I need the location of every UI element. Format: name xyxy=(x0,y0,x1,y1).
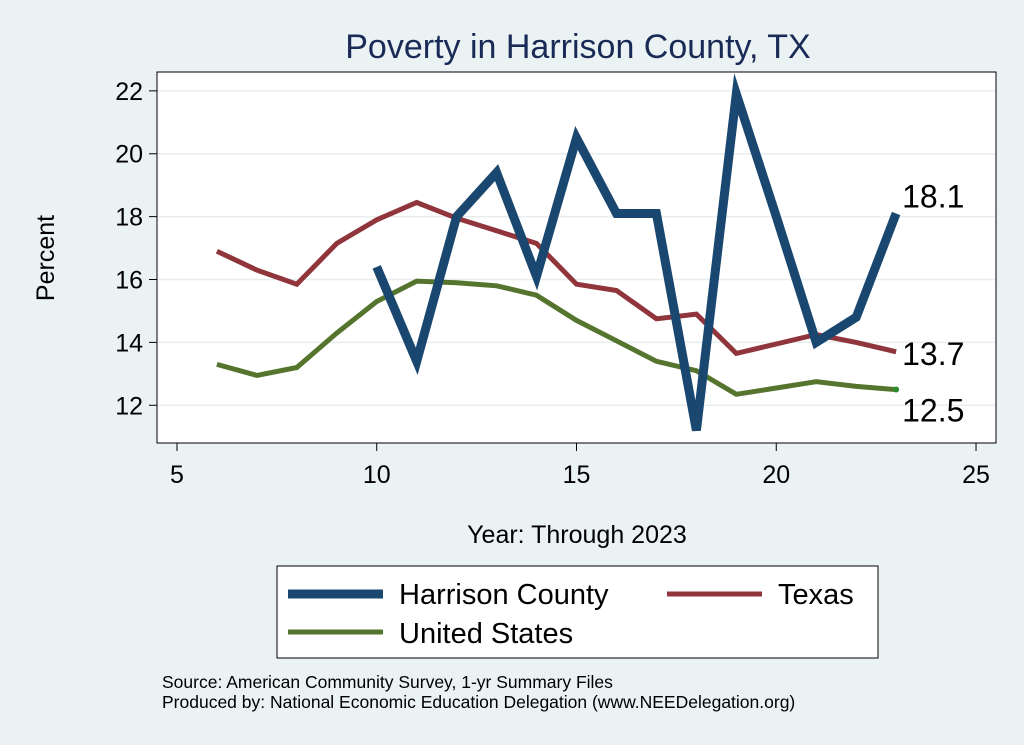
data-point-texas xyxy=(216,251,217,252)
legend-label-us: United States xyxy=(399,618,573,650)
data-point-harrison-county xyxy=(856,317,857,318)
data-point-harrison-county xyxy=(696,430,697,431)
legend-label-texas: Texas xyxy=(778,579,854,611)
data-point-harrison-county xyxy=(616,213,617,214)
data-point-harrison-county xyxy=(816,342,817,343)
y-tick-label: 12 xyxy=(115,392,143,420)
data-point-harrison-county xyxy=(656,213,657,214)
data-point-harrison-county xyxy=(456,216,457,217)
x-tick-label: 15 xyxy=(563,461,591,489)
y-tick-label: 22 xyxy=(115,78,143,106)
series-line-united-states xyxy=(216,278,897,397)
data-point-texas xyxy=(536,243,537,244)
end-label-united-states: 12.5 xyxy=(902,393,964,429)
data-point-united-states xyxy=(376,301,377,302)
series-line-harrison-county xyxy=(372,73,901,432)
data-point-texas xyxy=(896,351,897,352)
data-point-united-states xyxy=(816,381,817,382)
y-axis-title: Percent xyxy=(32,215,60,301)
legend: Harrison County Texas United States xyxy=(276,565,879,659)
x-tick-label: 25 xyxy=(962,461,990,489)
data-point-united-states xyxy=(576,320,577,321)
x-axis-title: Year: Through 2023 xyxy=(467,521,687,549)
data-point-harrison-county xyxy=(496,172,497,173)
end-label-harrison-county: 18.1 xyxy=(902,178,964,214)
chart-title: Poverty in Harrison County, TX xyxy=(345,28,810,66)
data-point-texas xyxy=(336,243,337,244)
data-point-texas xyxy=(736,353,737,354)
axes: 12 14 16 18 20 22 5 10 15 20 25 xyxy=(115,78,990,489)
end-label-texas: 13.7 xyxy=(902,336,964,372)
end-labels: 18.1 13.7 12.5 xyxy=(893,178,964,429)
legend-box xyxy=(276,565,879,659)
data-point-united-states xyxy=(656,361,657,362)
data-point-united-states xyxy=(856,386,857,387)
series-lines xyxy=(215,73,901,432)
data-point-harrison-county xyxy=(776,216,777,217)
data-point-united-states xyxy=(416,281,417,282)
data-point-texas xyxy=(576,284,577,285)
data-point-united-states xyxy=(216,364,217,365)
y-tick-label: 16 xyxy=(115,267,143,295)
data-point-harrison-county xyxy=(896,213,897,214)
data-point-harrison-county xyxy=(736,94,737,95)
data-point-harrison-county xyxy=(376,266,377,267)
x-tick-label: 5 xyxy=(170,461,184,489)
data-point-united-states xyxy=(256,375,257,376)
data-point-texas xyxy=(696,314,697,315)
data-point-texas xyxy=(616,290,617,291)
data-point-texas xyxy=(856,342,857,343)
y-tick-label: 20 xyxy=(115,141,143,169)
x-tick-label: 20 xyxy=(762,461,790,489)
data-point-texas xyxy=(656,318,657,319)
data-point-harrison-county xyxy=(576,138,577,139)
data-point-texas xyxy=(256,270,257,271)
data-point-united-states xyxy=(456,282,457,283)
data-point-united-states xyxy=(296,367,297,368)
data-point-harrison-county xyxy=(416,361,417,362)
data-point-texas xyxy=(496,230,497,231)
series-line-texas xyxy=(215,199,897,357)
data-point-texas xyxy=(416,202,417,203)
x-tick-label: 10 xyxy=(363,461,391,489)
data-point-united-states xyxy=(736,394,737,395)
data-point-texas xyxy=(376,219,377,220)
data-point-texas xyxy=(296,284,297,285)
data-point-texas xyxy=(776,343,777,344)
data-point-united-states xyxy=(776,387,777,388)
y-tick-label: 14 xyxy=(115,329,143,357)
end-marker-united-states xyxy=(893,386,900,393)
data-point-united-states xyxy=(696,370,697,371)
data-point-united-states xyxy=(536,295,537,296)
y-tick-label: 18 xyxy=(115,204,143,232)
source-note: Source: American Community Survey, 1-yr … xyxy=(162,672,613,692)
legend-label-harrison: Harrison County xyxy=(399,579,609,611)
data-point-harrison-county xyxy=(536,276,537,277)
data-point-united-states xyxy=(496,285,497,286)
data-point-united-states xyxy=(616,340,617,341)
producer-note: Produced by: National Economic Education… xyxy=(162,692,795,712)
data-point-united-states xyxy=(336,332,337,333)
